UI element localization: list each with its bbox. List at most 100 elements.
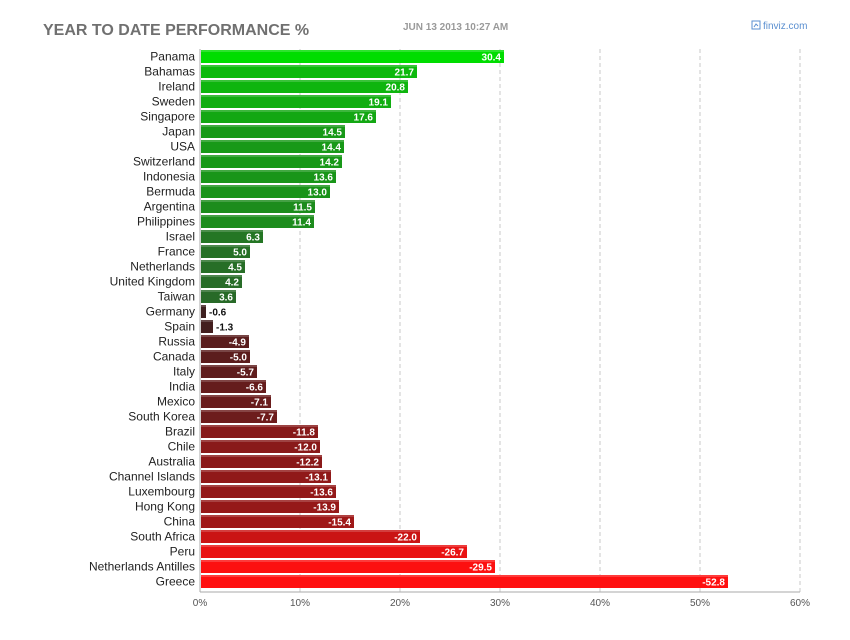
bar-highlight — [201, 50, 504, 52]
bar[interactable] — [201, 515, 354, 528]
bar-highlight — [201, 290, 236, 292]
category-label: France — [158, 245, 196, 259]
value-label: 11.4 — [292, 218, 311, 229]
bar[interactable] — [201, 335, 249, 348]
bar[interactable] — [201, 425, 318, 438]
bar-highlight — [201, 200, 315, 202]
bars: 30.4 21.7 20.8 19.1 17.6 14.5 14.4 14.2 13.6 13.0… — [201, 50, 728, 589]
x-tick-label: 60% — [790, 598, 810, 609]
value-label: -6.6 — [246, 383, 264, 394]
value-label: -11.8 — [293, 428, 316, 439]
bar[interactable] — [201, 260, 245, 273]
value-label: -12.0 — [294, 443, 317, 454]
bar[interactable] — [201, 185, 330, 198]
category-label: Ireland — [158, 80, 195, 94]
bar[interactable] — [201, 290, 236, 303]
category-label: Indonesia — [143, 170, 195, 184]
bar[interactable] — [201, 380, 266, 393]
bar[interactable] — [201, 395, 271, 408]
bar-highlight — [201, 440, 320, 442]
value-label: 21.7 — [395, 68, 415, 79]
category-label: China — [164, 515, 196, 529]
bar-highlight — [201, 260, 245, 262]
bar[interactable] — [201, 125, 345, 138]
x-axis: 0% 10% 20% 30% 40% 50% 60% — [193, 591, 810, 609]
bar-highlight — [201, 425, 318, 427]
bar[interactable] — [201, 65, 417, 78]
bar[interactable] — [201, 50, 504, 63]
bar[interactable] — [201, 545, 467, 558]
bar[interactable] — [201, 230, 263, 243]
value-label: -29.5 — [469, 563, 492, 574]
category-label: USA — [170, 140, 195, 154]
finviz-logo-icon[interactable] — [751, 20, 761, 30]
value-label: 13.0 — [308, 188, 328, 199]
bar[interactable] — [201, 410, 277, 423]
category-label: South Korea — [128, 410, 195, 424]
value-label: -13.1 — [305, 473, 328, 484]
bar-highlight — [201, 215, 314, 217]
bar[interactable] — [201, 95, 391, 108]
bar[interactable] — [201, 155, 342, 168]
bar[interactable] — [201, 575, 728, 588]
bar[interactable] — [201, 245, 250, 258]
value-label: 20.8 — [386, 83, 406, 94]
category-label: Netherlands — [130, 260, 195, 274]
category-label: Sweden — [152, 95, 195, 109]
value-label: -12.2 — [296, 458, 319, 469]
bar-highlight — [201, 95, 391, 97]
bar[interactable] — [201, 560, 495, 573]
value-label: 19.1 — [369, 98, 389, 109]
bar[interactable] — [201, 440, 320, 453]
value-label: 4.2 — [225, 278, 239, 289]
value-label: -5.7 — [237, 368, 255, 379]
value-label: -13.6 — [310, 488, 333, 499]
category-label: Singapore — [140, 110, 195, 124]
bar[interactable] — [201, 275, 242, 288]
bar-highlight — [201, 320, 213, 322]
bar-highlight — [201, 110, 376, 112]
category-label: India — [169, 380, 195, 394]
bar-highlight — [201, 350, 250, 352]
category-label: Argentina — [144, 200, 196, 214]
bar-highlight — [201, 485, 336, 487]
category-label: Spain — [164, 320, 195, 334]
category-label: Canada — [153, 350, 195, 364]
bar[interactable] — [201, 350, 250, 363]
bar[interactable] — [201, 215, 314, 228]
bar[interactable] — [201, 110, 376, 123]
brand-link[interactable]: finviz.com — [763, 21, 807, 32]
bar-highlight — [201, 245, 250, 247]
chart-timestamp: JUN 13 2013 10:27 AM — [403, 22, 508, 33]
category-labels: PanamaBahamasIrelandSwedenSingaporeJapan… — [89, 50, 195, 589]
bar[interactable] — [201, 80, 408, 93]
bar[interactable] — [201, 530, 420, 543]
bar[interactable] — [201, 305, 206, 318]
x-tick-label: 40% — [590, 598, 610, 609]
category-label: Germany — [146, 305, 195, 319]
category-label: Mexico — [157, 395, 195, 409]
bar[interactable] — [201, 455, 322, 468]
bar[interactable] — [201, 200, 315, 213]
x-tick-label: 50% — [690, 598, 710, 609]
bar[interactable] — [201, 500, 339, 513]
value-label: 14.5 — [323, 128, 343, 139]
bar[interactable] — [201, 140, 344, 153]
x-tick-label: 20% — [390, 598, 410, 609]
bar[interactable] — [201, 170, 336, 183]
value-label: -26.7 — [441, 548, 464, 559]
value-label: -5.0 — [230, 353, 248, 364]
bar-highlight — [201, 575, 728, 577]
category-label: Brazil — [165, 425, 195, 439]
chart-title: YEAR TO DATE PERFORMANCE % — [43, 22, 309, 39]
value-label: 13.6 — [314, 173, 334, 184]
category-label: Peru — [170, 545, 195, 559]
bar[interactable] — [201, 470, 331, 483]
bar[interactable] — [201, 485, 336, 498]
category-label: Bermuda — [146, 185, 195, 199]
value-label: 11.5 — [293, 203, 312, 214]
category-label: Japan — [162, 125, 195, 139]
bar[interactable] — [201, 320, 213, 333]
bar[interactable] — [201, 365, 257, 378]
x-tick-label: 30% — [490, 598, 510, 609]
